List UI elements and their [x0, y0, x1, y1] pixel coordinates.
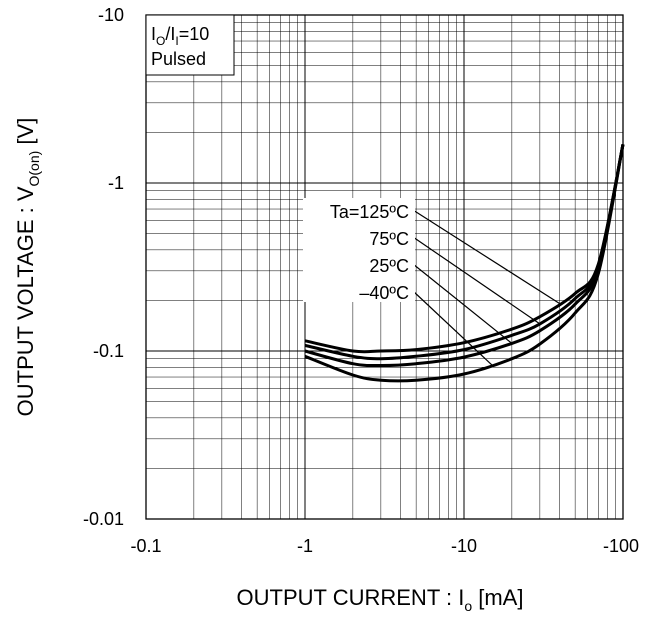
conditions-line-1: IO/II=10: [151, 24, 209, 48]
legend-leader-line-3: [412, 263, 513, 344]
legend-label-25c: 25ºC: [369, 256, 409, 276]
legend-leader-line-2: [412, 236, 541, 325]
x-axis-title: OUTPUT CURRENT : Io [mA]: [237, 585, 524, 614]
legend-leader-line-4: [412, 290, 493, 366]
series-line-3: [304, 144, 625, 368]
conditions-box: [145, 14, 235, 76]
plot-border: [145, 14, 624, 520]
legend-leader-line-1: [412, 209, 561, 305]
y-tick-label-10: -10: [98, 5, 124, 25]
y-tick-label-1: -1: [108, 173, 124, 193]
y-tick-label-0-01: -0.01: [83, 509, 124, 529]
legend-label-75c: 75ºC: [369, 229, 409, 249]
legend-label-minus40c: –40ºC: [359, 283, 409, 303]
conditions-line-2: Pulsed: [151, 49, 206, 69]
x-tick-label-1: -1: [297, 536, 313, 556]
legend-label-125c: Ta=125ºC: [330, 202, 409, 222]
series-curves: [304, 143, 625, 383]
x-tick-label-100: -100: [603, 536, 639, 556]
legend-box: [303, 198, 415, 302]
y-tick-label-0-1: -0.1: [93, 341, 124, 361]
series-line-4: [304, 144, 625, 383]
x-tick-label-10: -10: [451, 536, 477, 556]
y-axis-title: OUTPUT VOLTAGE : VO(on) [V]: [13, 118, 42, 417]
x-tick-label-0-1: -0.1: [130, 536, 161, 556]
legend-leader-lines: [412, 209, 561, 366]
